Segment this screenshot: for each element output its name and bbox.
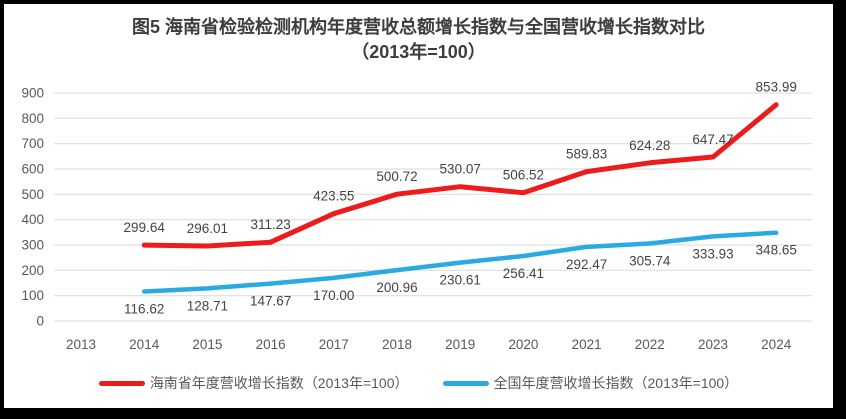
y-tick-label: 300: [21, 238, 44, 253]
x-tick-label: 2024: [761, 337, 792, 352]
legend-label-national: 全国年度营收增长指数（2013年=100）: [493, 375, 739, 391]
y-tick-label: 400: [21, 212, 44, 227]
y-tick-label: 500: [21, 187, 44, 202]
data-label: 116.62: [124, 302, 164, 317]
chart-legend: 海南省年度营收增长指数（2013年=100） 全国年度营收增长指数（2013年=…: [4, 373, 833, 393]
data-label: 230.61: [440, 273, 481, 288]
data-label: 853.99: [756, 80, 797, 95]
data-label: 296.01: [187, 221, 228, 236]
data-label: 589.83: [566, 147, 607, 162]
x-tick-label: 2013: [66, 337, 96, 352]
y-tick-label: 800: [21, 111, 44, 126]
data-label: 305.74: [629, 254, 671, 269]
data-label: 624.28: [629, 138, 670, 153]
data-label: 500.72: [376, 169, 417, 184]
chart-title: 图5 海南省检验检测机构年度营收总额增长指数与全国营收增长指数对比: [131, 17, 705, 37]
data-label: 647.47: [692, 132, 733, 147]
data-label: 292.47: [566, 257, 607, 272]
data-label: 200.96: [376, 280, 417, 295]
data-label: 530.07: [440, 162, 481, 177]
legend-swatch-national-icon: [442, 380, 489, 386]
data-label: 128.71: [187, 298, 228, 313]
x-tick-label: 2016: [256, 337, 286, 352]
data-label: 299.64: [124, 220, 166, 235]
x-tick-label: 2018: [382, 337, 412, 352]
legend-item-hainan: 海南省年度营收增长指数（2013年=100）: [98, 373, 409, 393]
x-tick-label: 2019: [445, 337, 475, 352]
x-tick-label: 2017: [319, 337, 349, 352]
x-tick-label: 2022: [635, 337, 665, 352]
x-tick-label: 2014: [129, 337, 160, 352]
data-label: 170.00: [313, 288, 354, 303]
x-tick-label: 2021: [572, 337, 602, 352]
data-label: 506.52: [503, 168, 544, 183]
y-tick-label: 600: [21, 162, 44, 177]
series-line: [141, 230, 779, 294]
chart-title-block: 图5 海南省检验检测机构年度营收总额增长指数与全国营收增长指数对比 （2013年…: [4, 15, 833, 65]
series-line: [141, 102, 779, 249]
line-chart-svg: 0 100 200 300 400 500 600 700 800 900 2013 2014 2015…: [21, 80, 812, 352]
data-label: 147.67: [250, 294, 291, 309]
x-tick-label: 2020: [508, 337, 538, 352]
x-tick-label: 2023: [698, 337, 728, 352]
legend-item-national: 全国年度营收增长指数（2013年=100）: [442, 373, 739, 393]
y-tick-label: 100: [21, 288, 44, 303]
y-tick-label: 200: [21, 263, 44, 278]
x-tick-label: 2015: [192, 337, 222, 352]
legend-label-hainan: 海南省年度营收增长指数（2013年=100）: [149, 375, 409, 391]
legend-swatch-hainan-icon: [98, 380, 145, 386]
y-tick-label: 700: [21, 136, 44, 151]
y-tick-label: 0: [36, 314, 44, 329]
data-label: 333.93: [692, 246, 733, 261]
data-label: 423.55: [313, 189, 354, 204]
data-label: 256.41: [503, 266, 544, 281]
data-label: 348.65: [756, 243, 797, 258]
data-label: 311.23: [250, 217, 290, 232]
chart-subtitle: （2013年=100）: [351, 42, 486, 62]
y-tick-label: 900: [21, 86, 44, 101]
